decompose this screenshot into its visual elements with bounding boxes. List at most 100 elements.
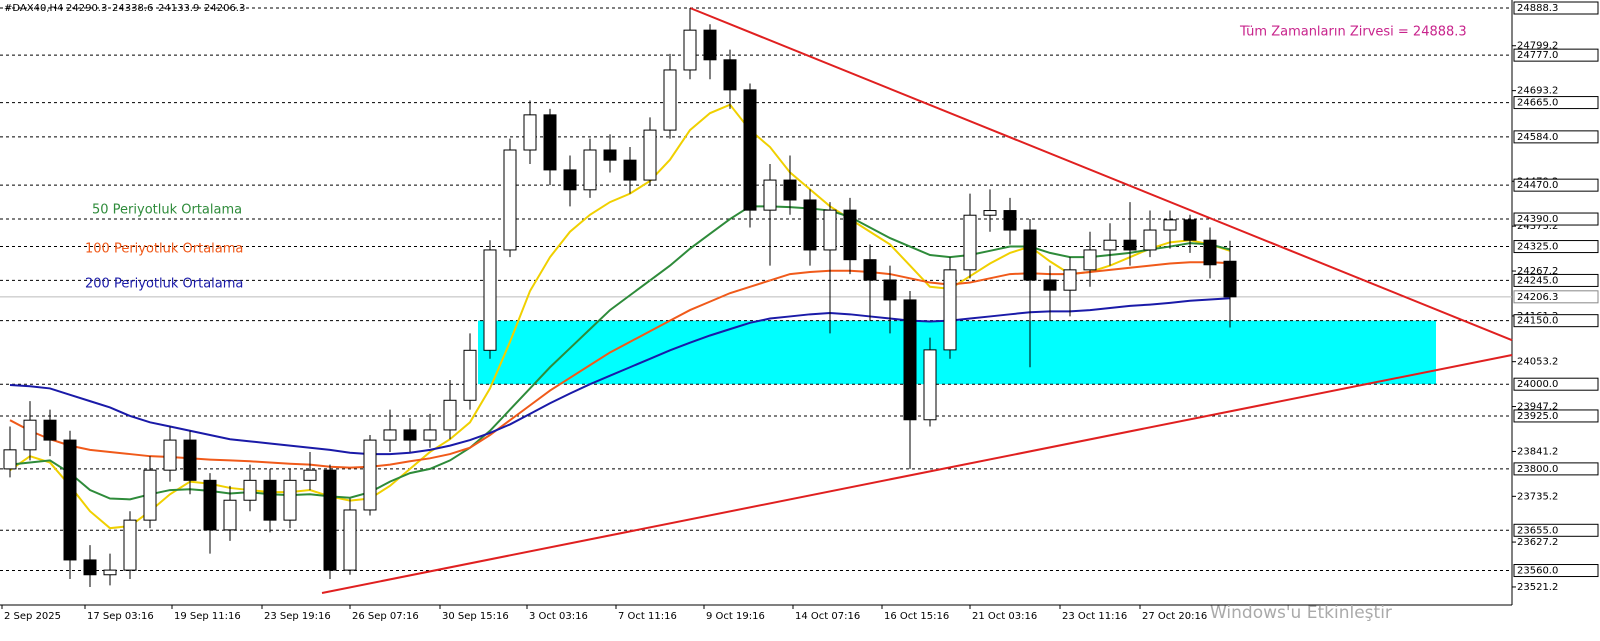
x-tick-label: 17 Sep 03:16: [87, 611, 154, 622]
candle-body: [583, 149, 597, 191]
candle-body: [743, 89, 757, 211]
level-box: [1513, 130, 1599, 144]
candle-body: [463, 349, 477, 401]
level-label: 23925.0: [1517, 411, 1558, 422]
candle-body: [303, 469, 317, 481]
candle-body: [363, 439, 377, 511]
x-tick-label: 19 Sep 11:16: [174, 611, 241, 622]
candle-body: [23, 419, 37, 451]
level-label: 24000.0: [1517, 379, 1558, 390]
candle-body: [603, 149, 617, 161]
level-box: [1513, 409, 1599, 423]
candle-body: [143, 469, 157, 521]
candle-body: [723, 59, 737, 91]
candle-body: [1003, 210, 1017, 231]
x-tick-label: 23 Sep 19:16: [264, 611, 331, 622]
level-label: 24390.0: [1517, 214, 1558, 225]
candle-body: [1163, 219, 1177, 231]
level-box: [1513, 314, 1599, 328]
ohlc-open: 24290.3: [66, 3, 107, 14]
candle-body: [903, 299, 917, 421]
candle-body: [663, 69, 677, 131]
level-box: [1513, 96, 1599, 110]
ohlc-low: 24133.9: [158, 3, 199, 14]
candle-body: [563, 169, 577, 191]
candle-body: [1023, 229, 1037, 281]
level-label: 24888.3: [1517, 3, 1558, 14]
candle-body: [803, 199, 817, 251]
level-label: 23560.0: [1517, 566, 1558, 577]
candle-body: [183, 439, 197, 481]
candle-body: [83, 559, 97, 576]
candle-body: [843, 209, 857, 261]
current-price-label: 24206.3: [1517, 292, 1558, 303]
level-label: 24665.0: [1517, 98, 1558, 109]
level-box: [1513, 48, 1599, 62]
candle-body: [823, 209, 837, 251]
candle-body: [383, 429, 397, 441]
candle-body: [1103, 239, 1117, 251]
candle-body: [163, 439, 177, 471]
x-tick-label: 23 Oct 11:16: [1062, 611, 1127, 622]
support-zone: [478, 320, 1436, 385]
candle-body: [423, 429, 437, 441]
y-tick-label: 24267.2: [1517, 266, 1558, 277]
level-label: 23800.0: [1517, 464, 1558, 475]
level-label: 24777.0: [1517, 50, 1558, 61]
trendline: [321, 353, 1513, 594]
candle-body: [3, 449, 17, 470]
candle-body: [623, 159, 637, 181]
x-tick-label: 16 Oct 15:16: [884, 611, 949, 622]
candle-body: [43, 419, 57, 441]
x-tick-label: 26 Sep 07:16: [352, 611, 419, 622]
current-price-box: [1513, 290, 1599, 304]
x-tick-label: 14 Oct 07:16: [795, 611, 860, 622]
level-box: [1513, 273, 1599, 287]
candle-body: [683, 29, 697, 71]
y-tick-label: 23627.2: [1517, 537, 1558, 548]
candle-body: [923, 349, 937, 421]
symbol: #DAX40,H4: [4, 3, 63, 14]
y-tick-label: 23521.2: [1517, 582, 1558, 593]
level-box: [1513, 462, 1599, 476]
x-tick-label: 9 Oct 19:16: [706, 611, 765, 622]
x-tick-label: 3 Oct 03:16: [529, 611, 588, 622]
candle-body: [1223, 260, 1237, 298]
trendline: [689, 7, 1513, 342]
candle-body: [1183, 219, 1197, 241]
x-tick-label: 30 Sep 15:16: [442, 611, 509, 622]
candle-body: [203, 479, 217, 531]
candle-body: [123, 519, 137, 571]
candle-body: [323, 469, 337, 571]
zone-layer: [478, 320, 1436, 385]
annotation: Tüm Zamanların Zirvesi = 24888.3: [1239, 25, 1467, 40]
candle-body: [263, 479, 277, 521]
candle-body: [943, 269, 957, 351]
candle-body: [283, 479, 297, 521]
y-tick-label: 24373.2: [1517, 221, 1558, 232]
level-box: [1513, 377, 1599, 391]
level-box: [1513, 240, 1599, 254]
y-tick-label: 23735.2: [1517, 491, 1558, 502]
y-tick-label: 24053.2: [1517, 357, 1558, 368]
candle-body: [783, 179, 797, 201]
level-box: [1513, 523, 1599, 537]
level-label: 24245.0: [1517, 275, 1558, 286]
candles-layer: [3, 8, 1237, 587]
y-tick-label: 23947.2: [1517, 402, 1558, 413]
candle-body: [243, 479, 257, 501]
candle-body: [1123, 239, 1137, 251]
candle-body: [1203, 239, 1217, 266]
x-tick-label: 27 Oct 20:16: [1142, 611, 1207, 622]
y-tick-label: 24693.2: [1517, 86, 1558, 97]
candle-body: [883, 279, 897, 301]
candle-body: [483, 249, 497, 351]
level-label: 24150.0: [1517, 316, 1558, 327]
axis-layer: 24799.224693.224479.224373.224267.224161…: [1, 1, 1599, 622]
level-box: [1513, 212, 1599, 226]
candle-body: [763, 179, 777, 211]
candle-body: [1063, 269, 1077, 291]
